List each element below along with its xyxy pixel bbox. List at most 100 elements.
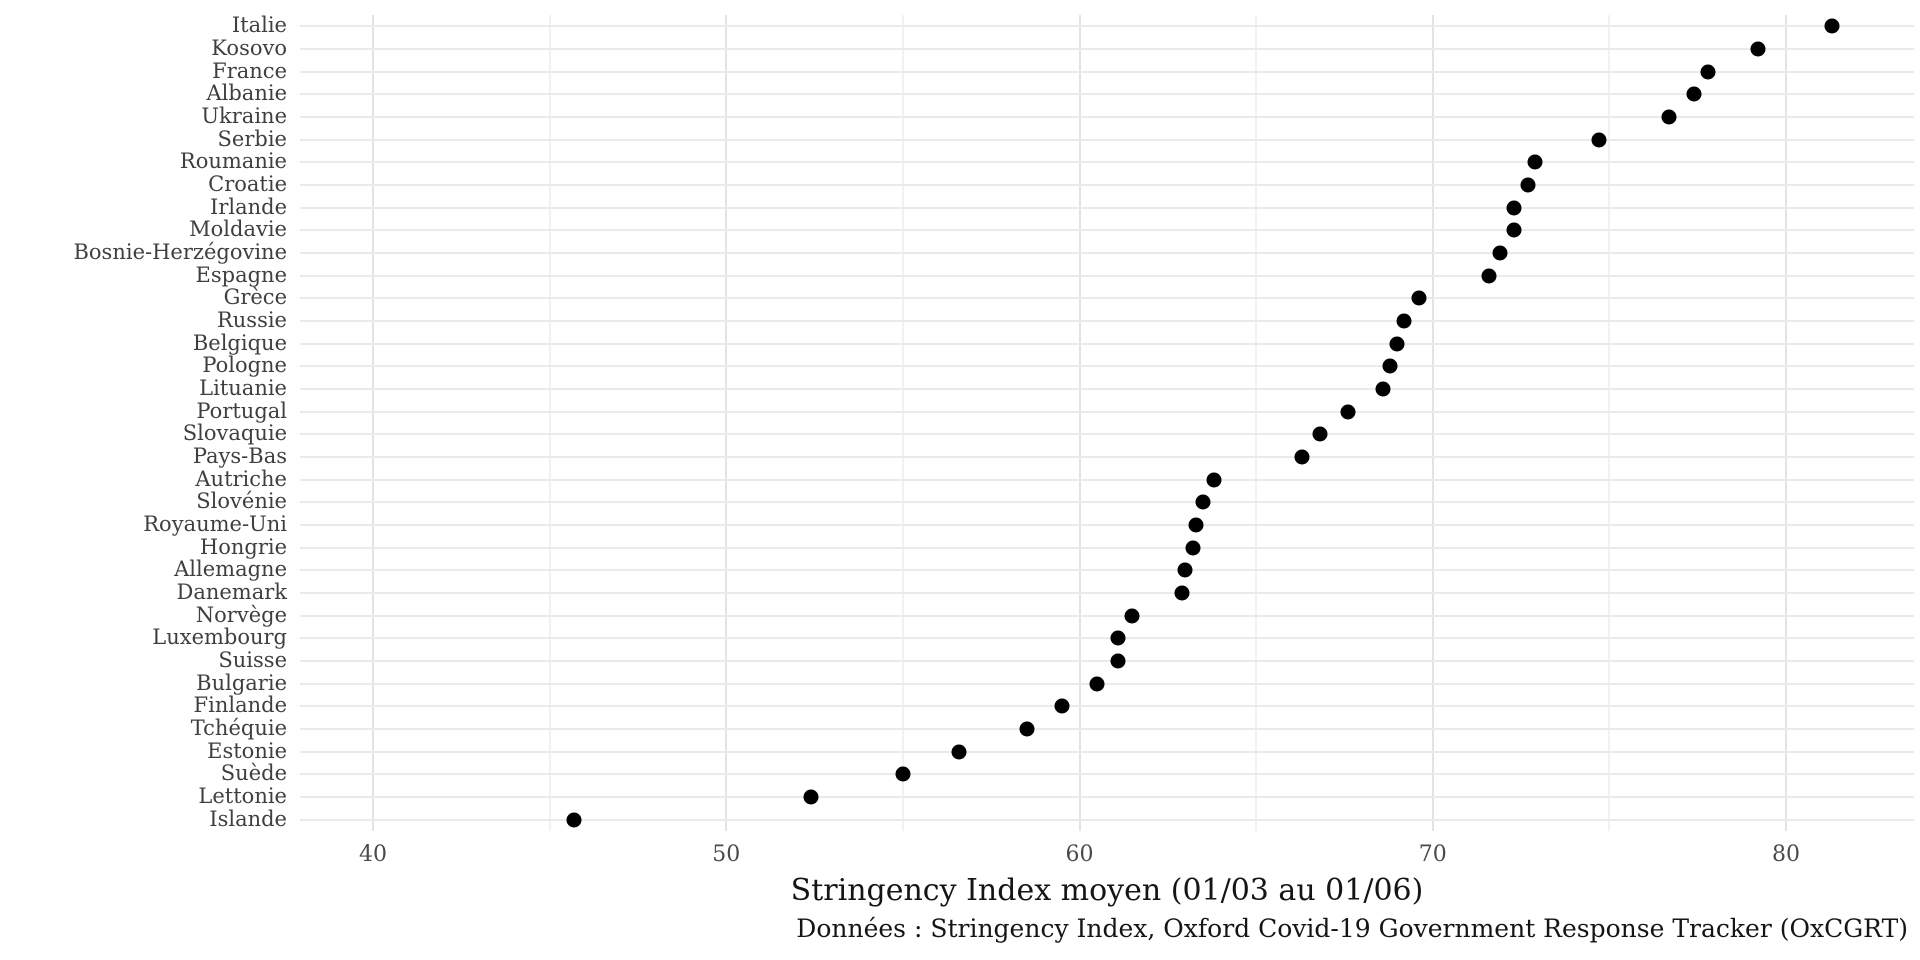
x-axis-tick-labels: 40 50 60 70 80 xyxy=(0,838,1920,872)
data-point xyxy=(1492,245,1508,261)
y-axis-label: Norvège xyxy=(195,602,287,627)
data-point xyxy=(1174,585,1190,601)
x-axis-tick-label: 50 xyxy=(712,842,741,867)
y-axis-label: Pays-Bas xyxy=(192,444,287,469)
plot-panel xyxy=(300,15,1914,831)
gridline-vertical-minor xyxy=(1255,15,1258,831)
gridline-horizontal xyxy=(300,206,1914,209)
y-axis-label: Tchéquie xyxy=(190,716,287,741)
data-source-caption: Données : Stringency Index, Oxford Covid… xyxy=(796,914,1908,943)
gridline-horizontal xyxy=(300,229,1914,232)
gridline-horizontal xyxy=(300,660,1914,662)
data-point xyxy=(1591,132,1607,148)
gridline-horizontal xyxy=(300,48,1914,50)
gridline-horizontal xyxy=(300,637,1914,640)
gridline-horizontal xyxy=(300,478,1914,481)
data-point xyxy=(1411,290,1427,306)
data-point xyxy=(1506,200,1522,216)
y-axis-label: Croatie xyxy=(208,172,287,197)
y-axis-label: Russie xyxy=(216,308,287,333)
gridline-horizontal xyxy=(300,388,1914,390)
data-point xyxy=(895,766,911,782)
data-point xyxy=(1124,608,1140,624)
data-point xyxy=(1177,562,1193,578)
gridline-horizontal xyxy=(300,297,1914,300)
gridline-horizontal xyxy=(300,818,1914,821)
gridline-horizontal xyxy=(300,501,1914,504)
data-point xyxy=(1294,449,1310,465)
gridline-vertical-major xyxy=(1078,15,1081,831)
y-axis-label: Bulgarie xyxy=(196,670,287,695)
x-axis-title: Stringency Index moyen (01/03 au 01/06) xyxy=(790,873,1424,908)
y-axis-label: Bosnie-Herzégovine xyxy=(73,240,287,265)
y-axis-label: Autriche xyxy=(195,466,287,491)
data-point xyxy=(1195,494,1211,510)
x-axis-tick-label: 70 xyxy=(1418,842,1447,867)
data-point xyxy=(1750,41,1766,57)
gridline-horizontal xyxy=(300,274,1914,277)
y-axis-label: Belgique xyxy=(192,330,287,355)
gridline-horizontal xyxy=(300,433,1914,436)
gridline-horizontal xyxy=(300,116,1914,118)
data-point xyxy=(1661,109,1677,125)
y-axis-label: Roumanie xyxy=(179,149,287,174)
gridline-vertical-major xyxy=(1431,15,1434,831)
gridline-horizontal xyxy=(300,592,1914,594)
data-point xyxy=(1110,630,1126,646)
data-point xyxy=(1527,154,1543,170)
data-point xyxy=(1054,698,1070,714)
x-axis-tick-label: 60 xyxy=(1065,842,1094,867)
y-axis-label: Royaume-Uni xyxy=(143,512,287,537)
data-point xyxy=(1700,64,1716,80)
gridline-horizontal xyxy=(300,70,1914,73)
gridline-horizontal xyxy=(300,342,1914,345)
data-point xyxy=(1382,358,1398,374)
y-axis-labels: Italie Kosovo France Albanie Ukraine Serbie Ro… xyxy=(0,15,300,831)
x-axis-tick-label: 40 xyxy=(359,842,387,867)
data-point xyxy=(1375,381,1391,397)
data-point xyxy=(1188,517,1204,533)
y-axis-label: Pologne xyxy=(202,353,287,378)
gridline-horizontal xyxy=(300,184,1914,186)
y-axis-label: Slovénie xyxy=(196,489,287,514)
gridline-horizontal xyxy=(300,410,1914,413)
y-axis-label: Grèce xyxy=(223,285,287,310)
gridline-horizontal xyxy=(300,773,1914,776)
gridline-horizontal xyxy=(300,524,1914,526)
data-point xyxy=(1019,721,1034,737)
gridline-horizontal xyxy=(300,569,1914,572)
y-axis-label: Kosovo xyxy=(211,36,287,61)
y-axis-label: Italie xyxy=(231,13,287,38)
data-point xyxy=(1824,18,1840,34)
y-axis-label: Albanie xyxy=(206,81,287,106)
gridline-horizontal xyxy=(300,682,1914,685)
gridline-vertical-minor xyxy=(548,15,551,831)
data-point xyxy=(1686,86,1702,102)
gridline-horizontal xyxy=(300,138,1914,141)
gridline-horizontal xyxy=(300,320,1914,322)
gridline-horizontal xyxy=(300,546,1914,549)
gridline-horizontal xyxy=(300,796,1914,798)
gridline-vertical-minor xyxy=(1608,15,1611,831)
y-axis-label: Espagne xyxy=(195,262,287,287)
gridline-horizontal xyxy=(300,456,1914,458)
data-point xyxy=(566,812,582,828)
data-point xyxy=(1206,472,1222,488)
data-point xyxy=(1396,313,1412,329)
x-axis-tick-label: 80 xyxy=(1772,842,1800,867)
gridline-horizontal xyxy=(300,365,1914,368)
gridline-horizontal xyxy=(300,93,1914,96)
gridline-vertical-minor xyxy=(901,15,904,831)
y-axis-label: Lituanie xyxy=(199,376,287,401)
y-axis-label: France xyxy=(212,58,287,83)
gridline-horizontal xyxy=(300,614,1914,617)
gridline-vertical-major xyxy=(725,15,728,831)
data-point xyxy=(1089,676,1105,692)
y-axis-label: Serbie xyxy=(217,126,287,151)
y-axis-label: Moldavie xyxy=(189,217,287,242)
gridline-horizontal xyxy=(300,705,1914,708)
y-axis-label: Ukraine xyxy=(201,104,287,129)
y-axis-label: Allemagne xyxy=(174,557,287,582)
y-axis-label: Irlande xyxy=(210,194,287,219)
